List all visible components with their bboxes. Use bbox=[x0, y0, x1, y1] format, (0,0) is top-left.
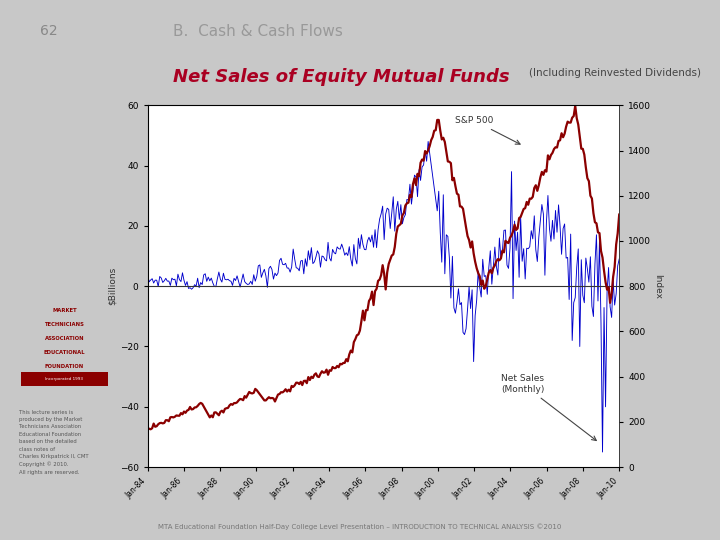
Text: 62: 62 bbox=[40, 24, 57, 38]
Text: (Including Reinvested Dividends): (Including Reinvested Dividends) bbox=[529, 68, 701, 78]
Text: FOUNDATION: FOUNDATION bbox=[45, 364, 84, 369]
Text: MARKET: MARKET bbox=[52, 308, 77, 313]
Text: ASSOCIATION: ASSOCIATION bbox=[45, 336, 84, 341]
Text: Incorporated 1993: Incorporated 1993 bbox=[45, 376, 84, 381]
Y-axis label: Index: Index bbox=[653, 274, 662, 299]
Text: Net Sales
(Monthly): Net Sales (Monthly) bbox=[501, 374, 596, 441]
Text: This lecture series is
produced by the Market
Technicians Association
Educationa: This lecture series is produced by the M… bbox=[19, 409, 89, 475]
Text: MTA Educational Foundation Half-Day College Level Presentation – INTRODUCTION TO: MTA Educational Foundation Half-Day Coll… bbox=[158, 524, 562, 530]
Y-axis label: $Billions: $Billions bbox=[108, 267, 117, 305]
Text: Net Sales of Equity Mutual Funds: Net Sales of Equity Mutual Funds bbox=[173, 68, 510, 85]
Bar bbox=[21, 372, 108, 386]
Text: S&P 500: S&P 500 bbox=[456, 117, 520, 144]
Text: B.  Cash & Cash Flows: B. Cash & Cash Flows bbox=[173, 24, 343, 39]
Text: TECHNICIANS: TECHNICIANS bbox=[45, 322, 84, 327]
Text: EDUCATIONAL: EDUCATIONAL bbox=[44, 350, 85, 355]
